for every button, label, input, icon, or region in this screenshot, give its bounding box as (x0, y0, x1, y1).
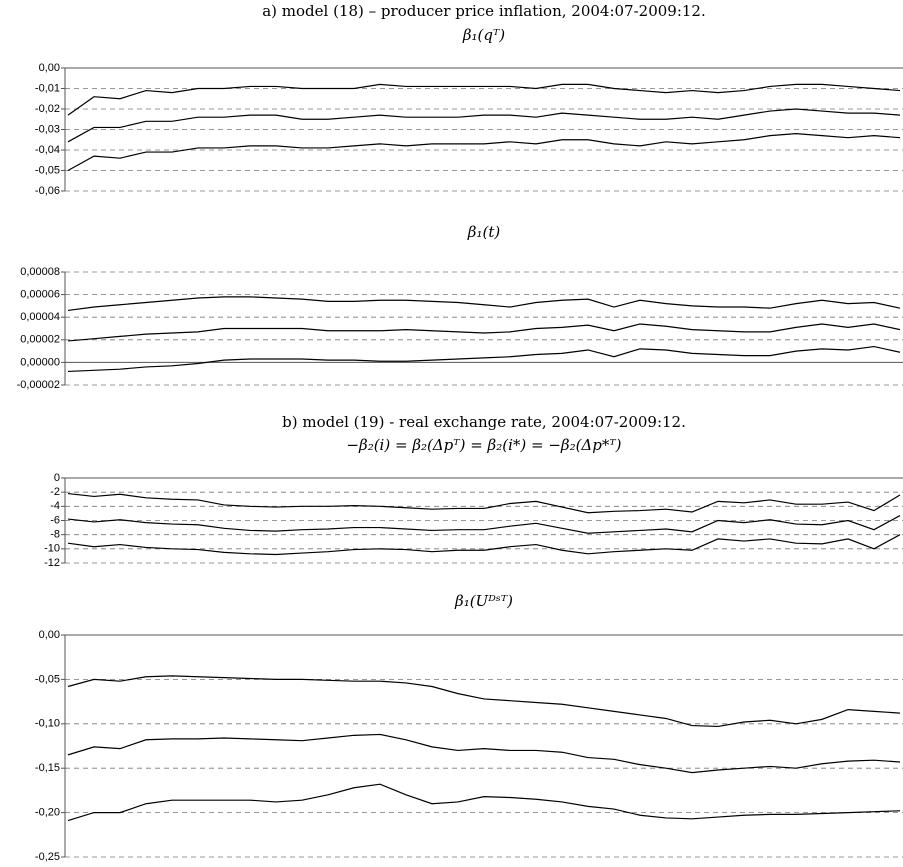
chart-title: β₁(t) (467, 223, 501, 241)
y-tick-label: -10 (44, 543, 60, 555)
suptitle: a) model (18) – producer price inflation… (262, 2, 706, 20)
y-tick-label: -0,01 (35, 82, 60, 94)
y-tick-label: -2 (50, 486, 60, 498)
series-line (67, 132, 901, 172)
y-tick-label: -0,20 (35, 807, 60, 819)
y-tick-label: -4 (50, 500, 60, 512)
series-line (67, 515, 901, 534)
y-tick-label: -0,06 (35, 185, 60, 197)
series-line (67, 323, 901, 342)
y-tick-label: -0,03 (35, 123, 60, 135)
y-tick-label: 0,00004 (20, 311, 60, 323)
y-tick-label: -0,02 (35, 103, 60, 115)
y-tick-label: -0,10 (35, 718, 60, 730)
y-tick-label: 0,00000 (20, 356, 60, 368)
series-line (67, 733, 901, 774)
y-tick-label: -0,00002 (17, 379, 60, 391)
y-tick-label: -0,15 (35, 762, 60, 774)
y-tick-label: 0,00002 (20, 334, 60, 346)
chart-title: β₁(Uᴰˢᵀ) (454, 592, 513, 610)
y-tick-label: -0,04 (35, 144, 60, 156)
y-tick-label: 0 (54, 472, 60, 484)
series-line (67, 83, 901, 116)
series-line (67, 783, 901, 822)
series-line (67, 296, 901, 312)
y-tick-label: -0,05 (35, 164, 60, 176)
series-line (67, 345, 901, 373)
y-tick-label: 0,00 (39, 62, 60, 74)
y-tick-label: 0,00008 (20, 266, 60, 278)
chart-title: β₁(qᵀ) (462, 26, 505, 44)
y-tick-label: -8 (50, 529, 60, 541)
series-line (67, 492, 901, 514)
y-tick-label: -0,05 (35, 673, 60, 685)
y-tick-label: -12 (44, 557, 60, 569)
y-tick-label: -6 (50, 514, 60, 526)
y-tick-label: -0,25 (35, 851, 60, 863)
y-tick-label: 0,00 (39, 629, 60, 641)
series-line (67, 534, 901, 556)
y-tick-label: 0,00006 (20, 289, 60, 301)
series-line (67, 108, 901, 143)
series-line (67, 675, 901, 728)
suptitle: b) model (19) - real exchange rate, 2004… (282, 413, 686, 431)
chart-title: −β₂(i) = β₂(Δpᵀ) = β₂(i*) = −β₂(Δp*ᵀ) (346, 436, 621, 454)
